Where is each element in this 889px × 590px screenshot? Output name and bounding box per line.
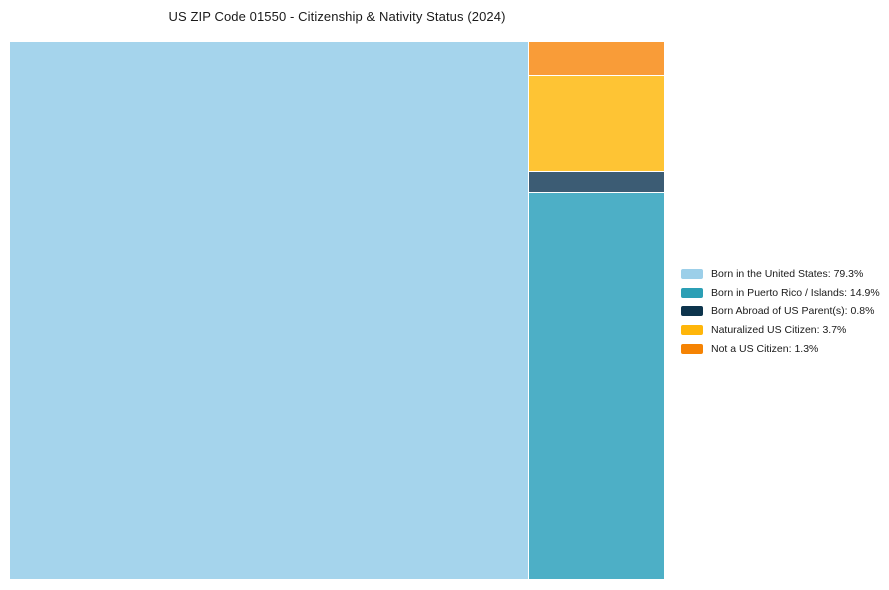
legend-swatch-icon — [681, 343, 703, 354]
legend-label: Born in Puerto Rico / Islands: 14.9% — [711, 286, 880, 299]
legend-swatch-icon — [681, 269, 703, 280]
legend-swatch-icon — [681, 306, 703, 317]
legend-label: Born Abroad of US Parent(s): 0.8% — [711, 305, 875, 318]
treemap-cell-born-in-the-united-states — [10, 42, 528, 579]
treemap-cell-naturalized-us-citizen — [529, 76, 664, 171]
chart-title: US ZIP Code 01550 - Citizenship & Nativi… — [168, 9, 506, 24]
legend: Born in the United States: 79.3% Born in … — [681, 265, 880, 358]
legend-item-born-in-the-united-states: Born in the United States: 79.3% — [681, 265, 880, 284]
legend-item-naturalized-us-citizen: Naturalized US Citizen: 3.7% — [681, 321, 880, 340]
legend-item-born-in-puerto-rico-islands: Born in Puerto Rico / Islands: 14.9% — [681, 284, 880, 303]
legend-swatch-icon — [681, 287, 703, 298]
treemap-cell-born-in-puerto-rico-islands — [529, 193, 664, 579]
legend-swatch-icon — [681, 325, 703, 336]
treemap-cell-not-a-us-citizen — [529, 42, 664, 75]
treemap-cell-born-abroad-of-us-parent-s — [529, 172, 664, 192]
legend-item-not-a-us-citizen: Not a US Citizen: 1.3% — [681, 339, 880, 358]
legend-item-born-abroad-of-us-parent-s: Born Abroad of US Parent(s): 0.8% — [681, 302, 880, 321]
legend-label: Naturalized US Citizen: 3.7% — [711, 324, 847, 337]
legend-label: Not a US Citizen: 1.3% — [711, 342, 819, 355]
treemap — [10, 42, 664, 579]
legend-label: Born in the United States: 79.3% — [711, 268, 864, 281]
